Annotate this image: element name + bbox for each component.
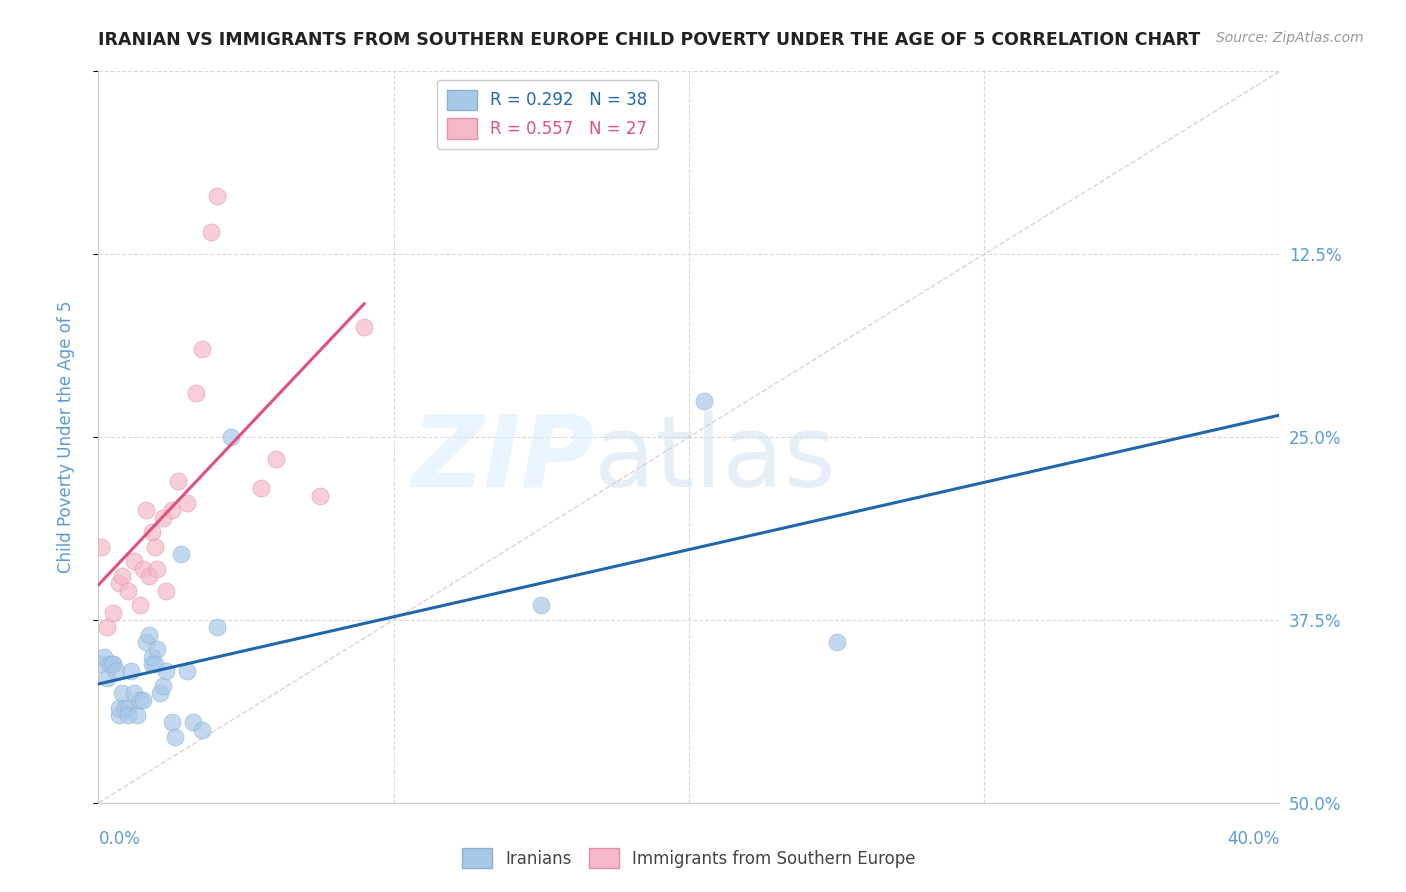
Point <box>191 343 214 357</box>
Point <box>128 693 150 707</box>
Text: atlas: atlas <box>595 410 837 508</box>
Point <box>122 686 145 700</box>
Point <box>205 620 228 634</box>
Point <box>309 489 332 503</box>
Point <box>132 693 155 707</box>
Point <box>825 635 848 649</box>
Point <box>149 686 172 700</box>
Point <box>143 540 166 554</box>
Point <box>176 496 198 510</box>
Point <box>143 657 166 671</box>
Point <box>167 474 190 488</box>
Point <box>111 686 134 700</box>
Point <box>105 664 128 678</box>
Text: Source: ZipAtlas.com: Source: ZipAtlas.com <box>1216 31 1364 45</box>
Point <box>191 723 214 737</box>
Point <box>90 657 112 671</box>
Point <box>141 525 163 540</box>
Point <box>693 393 716 408</box>
Point <box>205 188 228 202</box>
Point <box>219 430 242 444</box>
Point <box>170 547 193 561</box>
Point <box>93 649 115 664</box>
Point <box>146 642 169 657</box>
Point <box>125 708 148 723</box>
Point <box>152 510 174 524</box>
Point <box>108 700 131 714</box>
Point <box>530 599 553 613</box>
Point <box>162 503 183 517</box>
Point <box>264 452 287 467</box>
Point <box>120 664 142 678</box>
Point <box>96 672 118 686</box>
Point <box>98 657 121 671</box>
Point <box>103 606 125 620</box>
Text: 40.0%: 40.0% <box>1227 830 1279 847</box>
Point <box>155 664 177 678</box>
Point <box>138 627 160 641</box>
Text: ZIP: ZIP <box>412 410 595 508</box>
Point <box>138 569 160 583</box>
Legend: Iranians, Immigrants from Southern Europe: Iranians, Immigrants from Southern Europ… <box>456 841 922 875</box>
Point <box>155 583 177 598</box>
Point <box>176 664 198 678</box>
Point <box>117 583 139 598</box>
Point <box>108 708 131 723</box>
Point <box>122 554 145 568</box>
Point <box>162 715 183 730</box>
Point <box>141 649 163 664</box>
Point <box>103 657 125 671</box>
Point <box>96 620 118 634</box>
Point <box>114 700 136 714</box>
Point <box>117 708 139 723</box>
Point <box>117 700 139 714</box>
Point <box>165 730 187 744</box>
Point <box>146 562 169 576</box>
Point <box>135 635 157 649</box>
Point <box>103 657 125 671</box>
Point <box>181 715 204 730</box>
Point <box>111 569 134 583</box>
Point <box>108 576 131 591</box>
Text: 0.0%: 0.0% <box>98 830 141 847</box>
Point <box>353 320 375 334</box>
Point <box>128 599 150 613</box>
Point <box>152 679 174 693</box>
Point <box>141 657 163 671</box>
Point <box>90 540 112 554</box>
Point <box>200 225 222 239</box>
Point <box>184 386 207 401</box>
Point <box>250 481 273 495</box>
Text: IRANIAN VS IMMIGRANTS FROM SOUTHERN EUROPE CHILD POVERTY UNDER THE AGE OF 5 CORR: IRANIAN VS IMMIGRANTS FROM SOUTHERN EURO… <box>98 31 1201 49</box>
Point <box>132 562 155 576</box>
Point <box>135 503 157 517</box>
Y-axis label: Child Poverty Under the Age of 5: Child Poverty Under the Age of 5 <box>56 301 75 574</box>
